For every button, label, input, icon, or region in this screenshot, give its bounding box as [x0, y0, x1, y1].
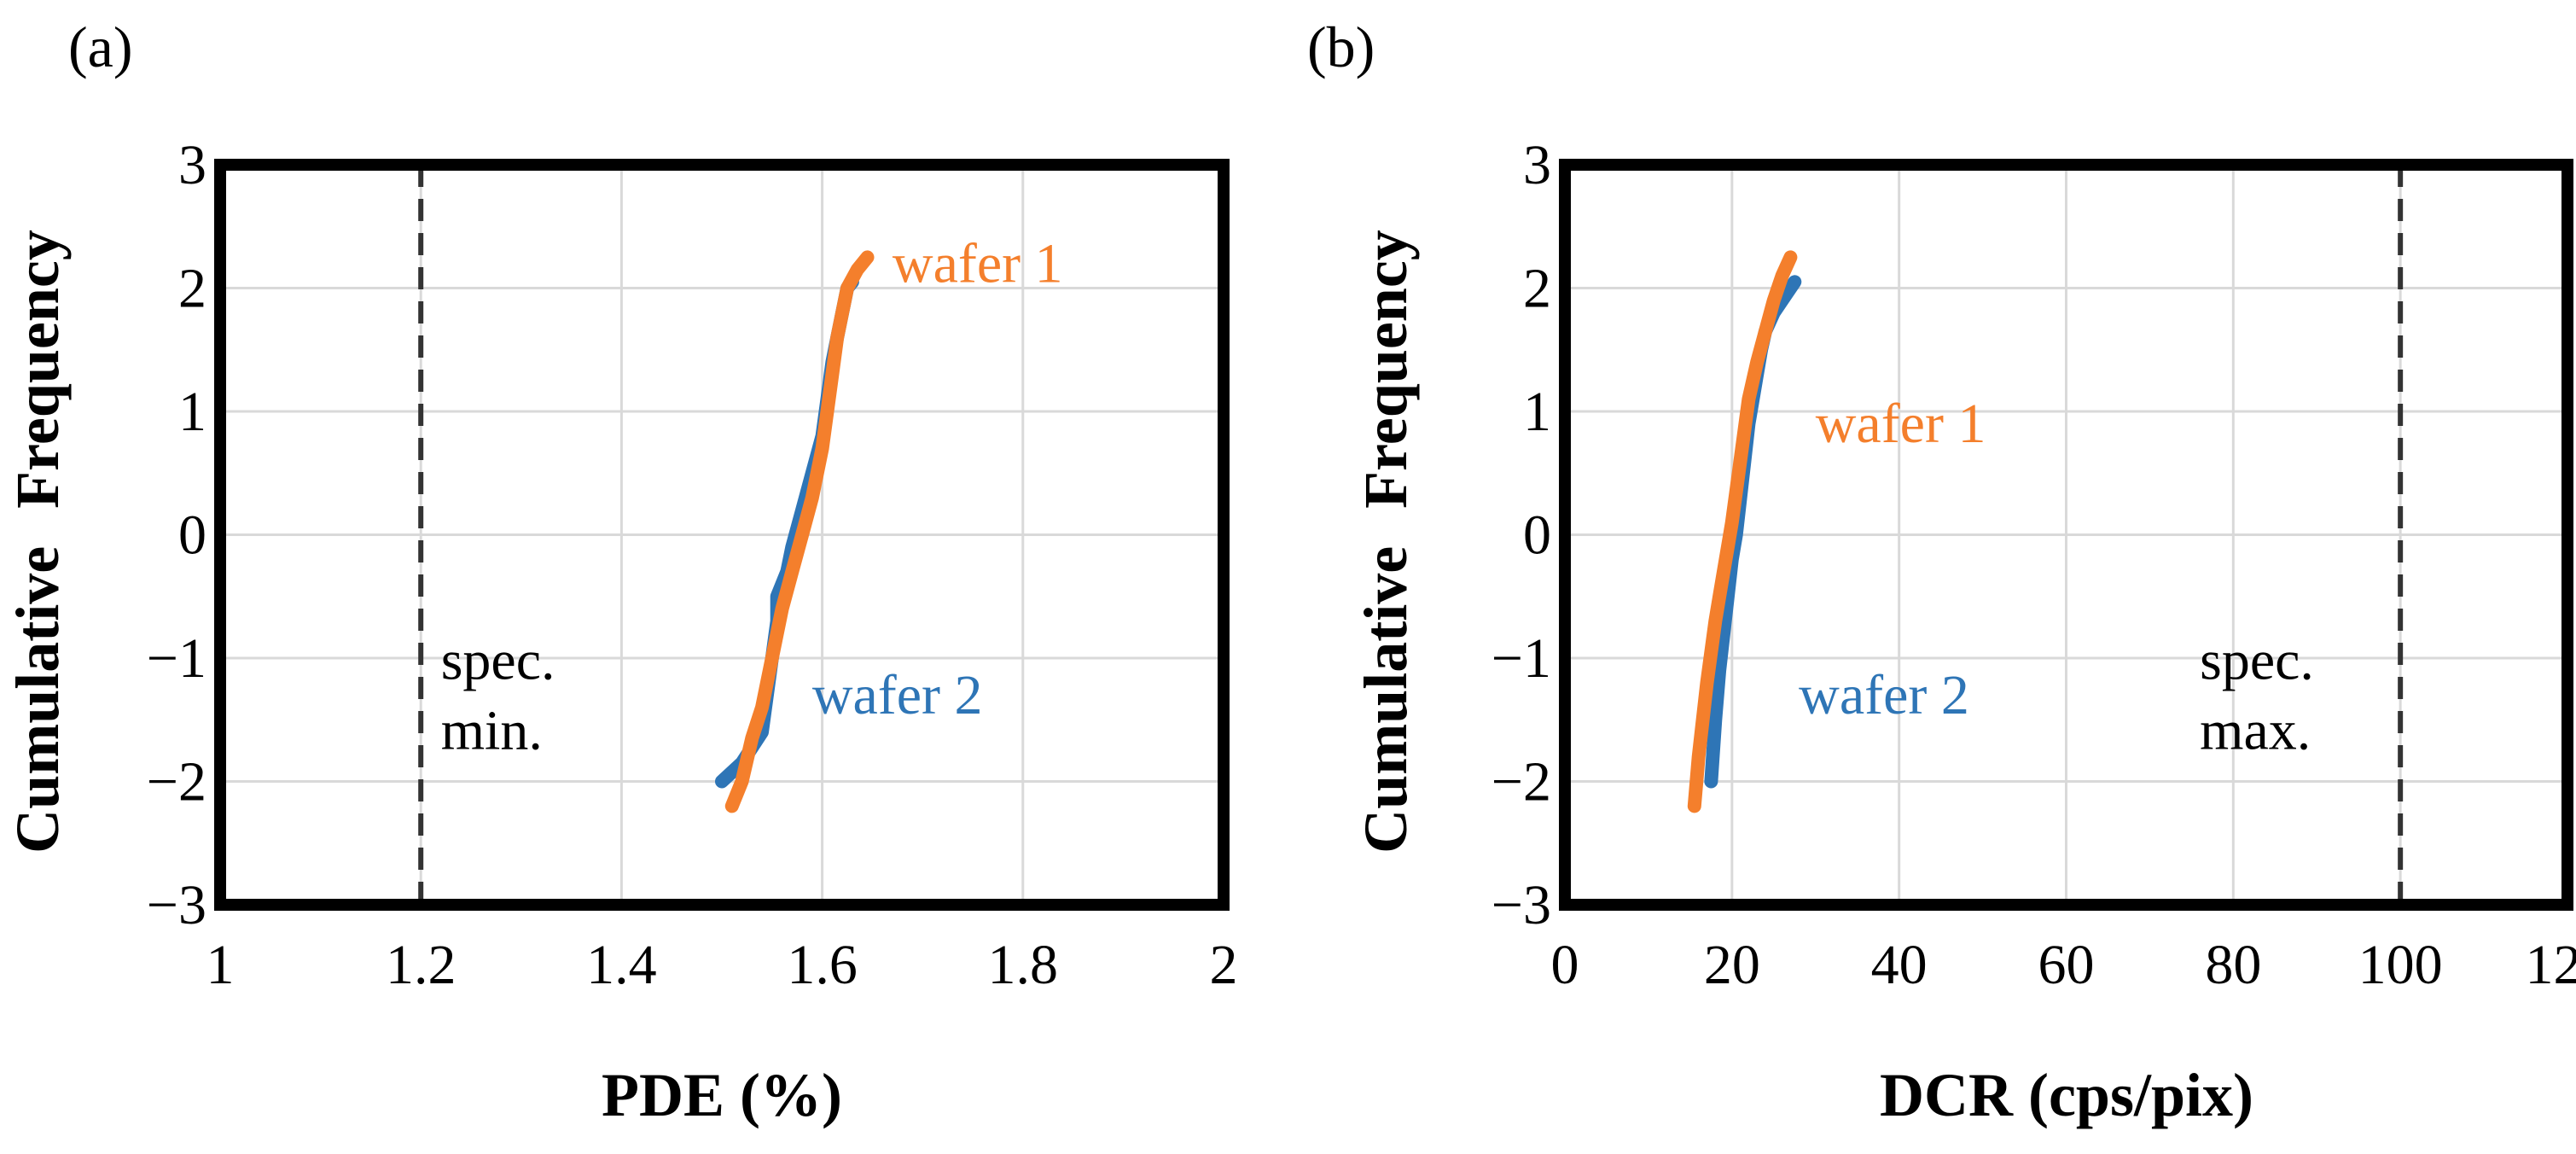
- x-tick-label: 2: [1210, 934, 1238, 996]
- x-tick-label: 1.2: [386, 934, 456, 996]
- series-line-wafer-1: [724, 250, 875, 813]
- x-tick-label: 1.6: [787, 934, 858, 996]
- panel-label: (a): [68, 15, 132, 79]
- y-tick-label: 2: [1523, 258, 1551, 320]
- series-label-wafer-2: wafer 2: [812, 664, 983, 726]
- series-label-wafer-1: wafer 1: [1816, 393, 1986, 455]
- y-tick-label: 2: [178, 258, 206, 320]
- spec-annotation-line2: max.: [2200, 700, 2311, 762]
- y-tick-label: 3: [1523, 134, 1551, 196]
- x-tick-label: 1.4: [586, 934, 657, 996]
- plot-frame: [1559, 159, 2573, 911]
- series-line-wafer-1: [1687, 250, 1798, 813]
- series-label-wafer-1: wafer 1: [893, 232, 1063, 294]
- y-tick-label: 1: [178, 381, 206, 443]
- x-tick-label: 120: [2526, 934, 2576, 996]
- y-tick-label: 0: [178, 504, 206, 567]
- y-tick-label: −2: [1492, 751, 1551, 813]
- series-label-wafer-2: wafer 2: [1799, 664, 1969, 726]
- panel-b: (b) 0 20 40 60 80 100 120 3 2 1 0 −1 −2 −3 DCR (cps/pix…: [1307, 15, 2576, 1129]
- y-axis-title: Cumulative Frequency: [1352, 230, 1420, 854]
- spec-annotation-line1: spec.: [2200, 630, 2314, 692]
- y-tick-label: −1: [1492, 627, 1551, 690]
- panel-a: (a) 1 1.2 1.4 1.6 1.8 2 3 2 1 0 −1 −2 −3 PDE (%) Cumula…: [3, 15, 1238, 1129]
- spec-annotation-line2: min.: [441, 700, 543, 762]
- x-tick-label: 40: [1871, 934, 1928, 996]
- x-axis-title: PDE (%): [602, 1061, 842, 1129]
- y-axis-title: Cumulative Frequency: [3, 230, 72, 854]
- plot-frame: [214, 159, 1230, 911]
- x-axis-title: DCR (cps/pix): [1880, 1061, 2253, 1129]
- x-tick-label: 100: [2358, 934, 2443, 996]
- y-tick-label: −1: [147, 627, 206, 690]
- y-tick-label: −3: [1492, 874, 1551, 936]
- x-tick-label: 1.8: [988, 934, 1059, 996]
- y-tick-label: 0: [1523, 504, 1551, 567]
- y-tick-label: 1: [1523, 381, 1551, 443]
- y-tick-label: −2: [147, 751, 206, 813]
- x-tick-label: 20: [1704, 934, 1760, 996]
- x-tick-label: 60: [2038, 934, 2095, 996]
- y-tick-label: −3: [147, 874, 206, 936]
- x-tick-label: 1: [206, 934, 235, 996]
- spec-annotation-line1: spec.: [441, 630, 555, 692]
- x-tick-label: 0: [1551, 934, 1579, 996]
- panel-label: (b): [1307, 15, 1375, 79]
- x-tick-label: 80: [2205, 934, 2261, 996]
- y-tick-label: 3: [178, 134, 206, 196]
